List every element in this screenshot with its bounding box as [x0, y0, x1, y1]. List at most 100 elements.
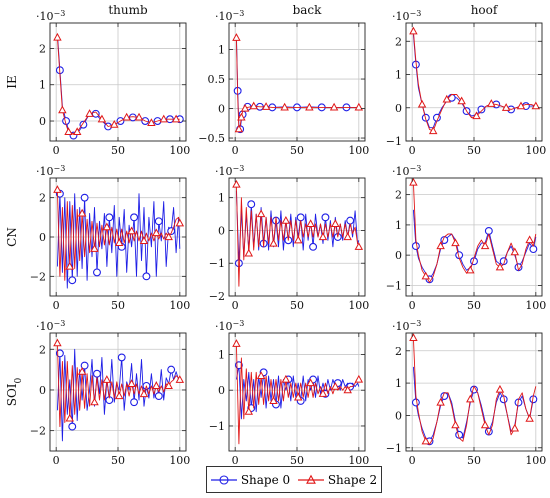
data-point	[79, 120, 88, 129]
data-point	[90, 397, 99, 406]
row-label-ie: IE	[5, 75, 19, 89]
data-point	[346, 216, 355, 225]
y-tick-label: 0	[218, 384, 225, 397]
y-tick-label: 0	[39, 115, 46, 128]
data-point	[451, 420, 460, 429]
data-point	[53, 32, 62, 41]
x-tick-label: 100	[348, 454, 369, 467]
y-tick-label: 1	[218, 44, 225, 57]
data-point	[93, 268, 101, 277]
data-point	[306, 219, 315, 227]
x-tick-label: 0	[232, 299, 239, 312]
legend-label-shape-0: Shape 0	[240, 472, 291, 487]
y-tick-label: 2	[395, 189, 402, 202]
data-point	[127, 226, 136, 235]
x-tick-label: 50	[290, 144, 304, 157]
y-tick-label: −1	[386, 279, 402, 292]
exponent-power: −3	[54, 9, 66, 18]
series-shape-0-ie-thumb	[55, 33, 184, 140]
exponent-label: ·10−3	[392, 164, 421, 179]
series-shape-2-cn-thumb	[53, 185, 185, 281]
data-point	[411, 242, 420, 251]
data-point	[281, 215, 291, 224]
panel-ie-thumb: 0 50 100 0 1 2 ·10−3	[36, 9, 190, 158]
data-point	[175, 375, 185, 383]
data-point	[247, 200, 256, 209]
data-point	[261, 102, 271, 110]
series-shape-2-soi-0-hoof	[409, 333, 537, 445]
panel-soi-0-back: 0 50 100 −1 0 1 ·10−3	[209, 319, 370, 468]
data-point	[240, 103, 250, 112]
data-point	[130, 398, 139, 407]
series-shape-0-soi-0-thumb	[55, 348, 181, 442]
grid-ie-thumb	[50, 23, 186, 141]
column-title-thumb: thumb	[108, 3, 148, 17]
series-shape-2-cn-hoof	[409, 177, 537, 283]
exponent-power: −3	[233, 164, 245, 173]
y-tick-label: −2	[30, 425, 46, 438]
exponent-label: ·10−3	[36, 319, 65, 334]
row-label-soi-0: SOI0	[5, 377, 24, 406]
x-tick-label: 0	[409, 144, 416, 157]
x-tick-label: 50	[290, 299, 304, 312]
data-point	[90, 244, 99, 252]
legend-item-shape-0: Shape 0	[210, 472, 291, 487]
data-point	[417, 99, 427, 108]
data-point	[97, 114, 107, 123]
legend: Shape 0 Shape 2	[206, 466, 382, 493]
y-tick-label: 1	[39, 79, 46, 92]
data-point	[237, 112, 246, 121]
x-tick-label: 100	[525, 299, 546, 312]
y-tick-label: 1	[218, 192, 225, 205]
exponent-label: ·10−3	[392, 9, 421, 24]
y-tick-label: −1	[386, 442, 402, 455]
data-point	[130, 213, 139, 222]
x-tick-label: 100	[348, 299, 369, 312]
data-point	[65, 261, 75, 270]
y-tick-label: −1	[386, 135, 402, 148]
data-point	[529, 245, 538, 254]
y-tick-label: −2	[30, 270, 46, 283]
panel-cn-thumb: 0 50 100 −2 0 2 ·10−3	[30, 164, 191, 313]
exponent-label: ·10−3	[36, 9, 65, 24]
series-shape-2-soi-0-thumb	[53, 338, 185, 428]
x-tick-label: 50	[467, 299, 481, 312]
x-tick-label: 0	[53, 299, 60, 312]
data-point	[142, 272, 151, 281]
data-point	[442, 94, 452, 103]
data-point	[234, 124, 244, 133]
data-point	[164, 381, 173, 389]
data-point	[305, 102, 314, 111]
data-point	[354, 374, 364, 383]
data-point	[318, 232, 328, 241]
data-point	[269, 238, 278, 247]
data-point	[80, 193, 89, 202]
panel-cn-back: 0 50 100 −2 −1 0 1 ·10−3	[209, 164, 370, 313]
x-tick-label: 0	[53, 454, 60, 467]
y-tick-label: 2	[39, 192, 46, 205]
x-tick-label: 100	[169, 144, 190, 157]
series-shape-2-ie-hoof	[409, 26, 541, 135]
data-point	[409, 26, 418, 35]
data-point	[164, 232, 173, 241]
exponent-power: −3	[410, 319, 422, 328]
y-tick-label: −2	[209, 290, 225, 303]
data-point	[321, 213, 330, 222]
data-point	[68, 422, 77, 431]
data-point	[110, 120, 119, 128]
y-tick-label: 2	[39, 343, 46, 356]
y-tick-label: 0	[218, 103, 225, 116]
data-point	[152, 228, 161, 237]
x-tick-label: 50	[111, 454, 125, 467]
data-point	[72, 127, 82, 136]
data-point	[411, 398, 420, 407]
data-point	[232, 179, 241, 188]
x-tick-label: 0	[53, 144, 60, 157]
data-point	[85, 109, 94, 117]
y-tick-label: −1	[209, 257, 225, 270]
data-point	[531, 101, 541, 110]
exponent-label: ·10−3	[36, 164, 65, 179]
y-tick-label: −1	[209, 420, 225, 433]
data-point	[480, 241, 490, 250]
